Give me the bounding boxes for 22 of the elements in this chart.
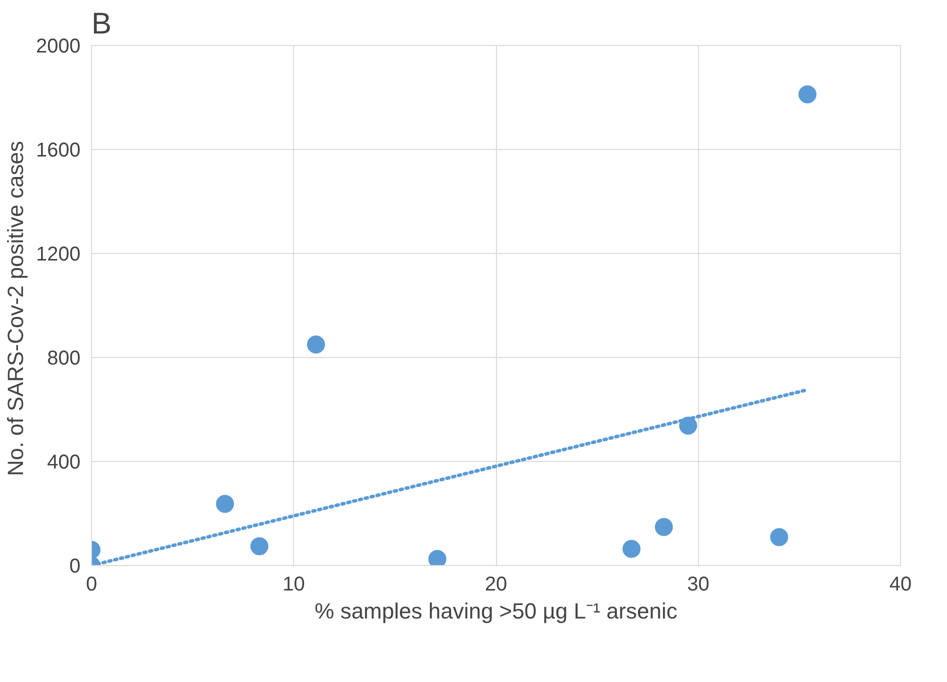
y-tick-label: 2000 [36,36,81,58]
point [216,494,234,513]
chart-title: B [92,8,112,40]
point [798,85,816,104]
point [306,336,325,354]
y-axis-title: No. of SARS-Cov-2 positive cases [3,141,28,476]
y-tick-label: 1200 [36,244,81,266]
x-axis-title: % samples having >50 µg L⁻¹ arsenic [314,598,678,624]
y-tick-label: 800 [47,348,81,370]
y-tick-label: 0 [69,556,80,578]
x-tick-label: 0 [86,574,98,596]
point [622,540,641,558]
point [654,518,673,536]
y-tick-label: 1600 [36,140,81,162]
point [250,537,268,556]
x-tick-label: 20 [484,574,508,596]
point [770,528,788,546]
x-tick-label: 10 [282,574,305,596]
y-tick-label: 400 [47,452,81,474]
x-tick-label: 30 [687,574,710,596]
point [428,550,446,566]
x-tick-label: 40 [889,574,912,596]
